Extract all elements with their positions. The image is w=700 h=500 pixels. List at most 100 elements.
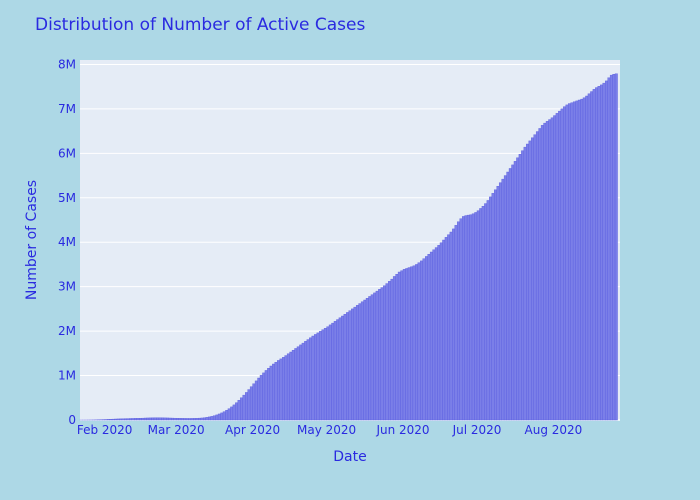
bar[interactable] (121, 418, 125, 421)
bar[interactable] (134, 418, 137, 421)
bar[interactable] (311, 335, 315, 421)
bar[interactable] (326, 326, 330, 421)
bar[interactable] (484, 203, 488, 421)
bar[interactable] (555, 113, 559, 421)
bar[interactable] (215, 414, 219, 421)
bar[interactable] (235, 402, 239, 421)
bar[interactable] (378, 289, 382, 421)
bar[interactable] (227, 408, 231, 421)
bar[interactable] (309, 337, 312, 421)
bar[interactable] (336, 319, 340, 421)
bar[interactable] (572, 101, 576, 421)
bar[interactable] (570, 102, 574, 421)
bars[interactable] (79, 73, 618, 421)
bar[interactable] (136, 418, 140, 421)
bar[interactable] (388, 281, 391, 421)
bar[interactable] (195, 418, 199, 421)
bar[interactable] (333, 321, 337, 421)
bar[interactable] (314, 334, 317, 421)
bar[interactable] (306, 339, 310, 421)
bar[interactable] (180, 418, 184, 421)
bar[interactable] (104, 419, 108, 421)
bar[interactable] (294, 348, 298, 421)
bar[interactable] (457, 221, 460, 421)
bar[interactable] (168, 417, 172, 421)
bar[interactable] (528, 140, 532, 421)
bar[interactable] (535, 131, 539, 421)
bar[interactable] (240, 397, 243, 421)
bar[interactable] (153, 417, 157, 421)
bar[interactable] (198, 417, 202, 421)
bar[interactable] (481, 206, 485, 421)
bar[interactable] (119, 418, 123, 421)
bar[interactable] (609, 74, 613, 421)
bar[interactable] (427, 254, 431, 421)
bar[interactable] (612, 74, 616, 421)
bar[interactable] (360, 301, 364, 421)
bar[interactable] (422, 258, 426, 421)
bar[interactable] (291, 350, 295, 421)
bar[interactable] (417, 262, 421, 421)
bar[interactable] (501, 178, 505, 421)
bar[interactable] (540, 125, 544, 421)
bar[interactable] (437, 245, 441, 421)
bar[interactable] (190, 418, 194, 421)
bar[interactable] (299, 344, 303, 421)
bar[interactable] (452, 228, 455, 421)
bar[interactable] (257, 377, 261, 421)
bar[interactable] (183, 418, 187, 421)
bar[interactable] (491, 193, 495, 421)
bar[interactable] (185, 418, 189, 421)
bar[interactable] (447, 234, 451, 421)
bar[interactable] (471, 213, 475, 421)
bar[interactable] (188, 418, 192, 421)
bar[interactable] (511, 164, 515, 421)
bar[interactable] (459, 218, 463, 421)
bar[interactable] (205, 417, 209, 421)
bar[interactable] (587, 93, 591, 421)
bar[interactable] (531, 137, 534, 421)
bar[interactable] (464, 215, 468, 421)
bar[interactable] (415, 264, 419, 421)
bar[interactable] (420, 260, 423, 421)
bar[interactable] (341, 315, 345, 421)
bar[interactable] (106, 419, 110, 421)
bar[interactable] (375, 290, 379, 421)
bar[interactable] (158, 417, 162, 421)
bar[interactable] (200, 417, 204, 421)
bar[interactable] (316, 332, 320, 421)
bar[interactable] (338, 317, 342, 421)
bar[interactable] (343, 314, 347, 421)
bar[interactable] (498, 182, 502, 421)
bar[interactable] (597, 86, 601, 421)
bar[interactable] (225, 410, 229, 421)
bar[interactable] (274, 362, 278, 421)
bar[interactable] (548, 119, 552, 421)
bar[interactable] (479, 208, 483, 421)
bar[interactable] (114, 418, 118, 421)
bar[interactable] (178, 418, 182, 421)
bar[interactable] (304, 341, 308, 421)
bar[interactable] (281, 357, 285, 421)
bar[interactable] (222, 411, 226, 421)
bar[interactable] (242, 394, 246, 421)
bar[interactable] (516, 157, 520, 421)
bar[interactable] (392, 276, 396, 421)
bar[interactable] (328, 324, 332, 421)
bar[interactable] (109, 419, 113, 421)
bar[interactable] (432, 249, 436, 421)
bar[interactable] (518, 154, 522, 421)
bar[interactable] (129, 418, 132, 421)
bar[interactable] (171, 417, 174, 421)
bar[interactable] (203, 417, 206, 421)
bar[interactable] (220, 412, 224, 421)
bar[interactable] (380, 287, 384, 421)
bar[interactable] (156, 417, 160, 421)
bar[interactable] (496, 186, 500, 421)
bar[interactable] (151, 417, 155, 421)
bar[interactable] (163, 417, 167, 421)
bar[interactable] (358, 303, 362, 421)
bar[interactable] (286, 353, 290, 421)
bar[interactable] (614, 73, 618, 421)
bar[interactable] (272, 363, 275, 421)
